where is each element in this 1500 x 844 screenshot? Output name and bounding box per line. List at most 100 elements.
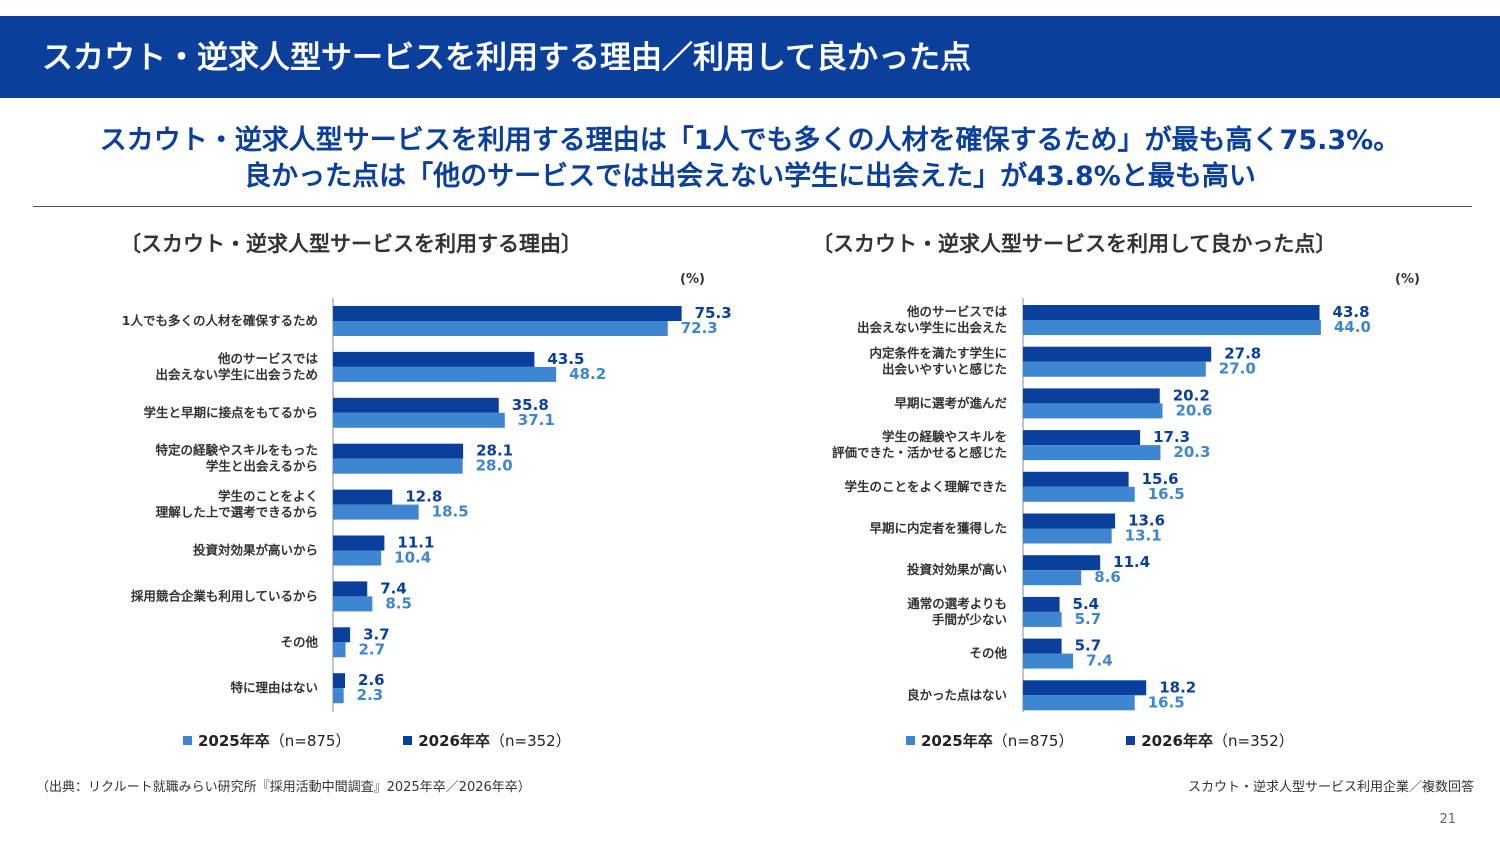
- chart-left-unit: (%): [680, 272, 705, 287]
- category-label: 他のサービスでは出会えない学生に出会えた: [857, 304, 1008, 335]
- data-label-2025: 72.3: [681, 319, 718, 337]
- data-label-2026: 3.7: [363, 625, 390, 643]
- legend-label-2025: 2025年卒: [198, 732, 270, 750]
- bar-2026: [1023, 513, 1116, 529]
- data-label-2026: 75.3: [695, 304, 732, 322]
- chart-left: 75.372.3 1人でも多くの人材を確保するため 43.548.2 他のサービスでは…: [122, 298, 732, 712]
- bar-2026: [333, 535, 385, 551]
- bar-2025: [333, 366, 557, 382]
- data-label-2025: 10.4: [394, 549, 431, 567]
- data-label-2025: 13.1: [1125, 527, 1162, 545]
- bar-2026: [333, 306, 682, 321]
- category-label: 特に理由はない: [230, 680, 318, 695]
- bar-2026: [1023, 680, 1147, 696]
- category-label: 特定の経験やスキルをもった学生と出会えるから: [155, 443, 318, 474]
- category-label: 投資対効果が高いから: [193, 543, 318, 558]
- data-label-2026: 27.8: [1224, 345, 1261, 363]
- data-label-2025: 20.3: [1173, 443, 1210, 461]
- data-label-2026: 20.2: [1173, 386, 1210, 404]
- data-label-2025: 5.7: [1075, 610, 1102, 628]
- legend-swatch-2025: [906, 736, 915, 745]
- bar-2025: [333, 412, 505, 428]
- legend-label-2026: 2026年卒: [1141, 732, 1213, 750]
- data-label-2026: 43.5: [547, 350, 584, 368]
- bar-2026: [1023, 471, 1129, 487]
- data-label-2025: 48.2: [569, 365, 606, 383]
- source-note: （出典：リクルート就職みらい研究所『採用活動中間調査』2025年卒／2026年卒…: [36, 780, 531, 795]
- data-label-2026: 5.7: [1075, 637, 1102, 655]
- category-label: 学生と早期に接点をもてるから: [143, 405, 318, 420]
- bar-2026: [333, 673, 346, 689]
- data-label-2025: 8.5: [385, 594, 412, 612]
- bar-2025: [1023, 403, 1163, 419]
- bar-2025: [1023, 320, 1321, 335]
- data-label-2026: 5.4: [1073, 595, 1100, 613]
- bar-2026: [333, 397, 499, 413]
- category-label: 早期に内定者を獲得した: [869, 521, 1007, 536]
- category-label: 1人でも多くの人材を確保するため: [122, 313, 318, 328]
- bar-2026: [333, 489, 393, 505]
- category-label: 早期に選考が進んだ: [894, 395, 1007, 410]
- bar-2026: [333, 581, 368, 597]
- data-label-2025: 16.5: [1148, 693, 1185, 711]
- legend-n-2025: （n=875）: [992, 732, 1074, 750]
- bar-2026: [1023, 346, 1212, 362]
- chart-right-title: 〔スカウト・逆求人型サービスを利用して良かった点〕: [812, 232, 1337, 256]
- legend-item-2026: 2026年卒（n=352）: [1126, 732, 1294, 750]
- bar-2025: [1023, 611, 1062, 627]
- data-label-2025: 2.3: [357, 686, 384, 704]
- data-label-2026: 7.4: [380, 579, 407, 597]
- chart-right: 43.844.0 他のサービスでは出会えない学生に出会えた 27.827.0 内定条件…: [832, 298, 1371, 712]
- bar-2025: [333, 688, 344, 704]
- bar-2025: [333, 642, 346, 658]
- data-label-2026: 15.6: [1142, 470, 1179, 488]
- category-label: 学生のことをよく理解した上で選考できるから: [156, 489, 318, 520]
- data-label-2025: 27.0: [1219, 360, 1256, 378]
- category-label: 学生の経験やスキルを評価できた・活かせると感じた: [832, 429, 1007, 460]
- data-label-2026: 11.1: [397, 534, 434, 552]
- category-label: 採用競合企業も利用しているから: [131, 588, 318, 603]
- bar-2026: [1023, 305, 1320, 320]
- headline-line-2: 良かった点は「他のサービスでは出会えない学生に出会えた」が43.8%と最も高い: [244, 161, 1256, 192]
- legend-label-2025: 2025年卒: [921, 732, 993, 750]
- bar-2025: [1023, 528, 1112, 544]
- bar-2026: [333, 627, 351, 643]
- data-label-2025: 8.6: [1094, 568, 1121, 586]
- header-bar: スカウト・逆求人型サービスを利用する理由／利用して良かった点: [0, 16, 1500, 98]
- bar-2026: [1023, 596, 1060, 612]
- category-label: その他: [280, 634, 318, 649]
- bar-2025: [333, 596, 373, 612]
- data-label-2025: 44.0: [1334, 318, 1371, 336]
- legend-n-2026: （n=352）: [1213, 732, 1294, 750]
- category-label: その他: [969, 646, 1007, 661]
- data-label-2025: 28.0: [476, 457, 513, 475]
- category-label: 投資対効果が高い: [907, 562, 1007, 577]
- divider: [33, 206, 1472, 207]
- legend-swatch-2025: [183, 736, 192, 745]
- category-label: 通常の選考よりも手間が少ない: [907, 596, 1007, 627]
- bar-2026: [1023, 430, 1141, 446]
- category-label: 他のサービスでは出会えない学生に出会うため: [155, 351, 318, 382]
- bar-2025: [1023, 445, 1161, 461]
- data-label-2026: 12.8: [405, 488, 442, 506]
- headline-line-1: スカウト・逆求人型サービスを利用する理由は「1人でも多くの人材を確保するため」が…: [99, 125, 1401, 156]
- data-label-2026: 43.8: [1333, 303, 1370, 321]
- bar-2025: [1023, 486, 1135, 502]
- page-number: 21: [1439, 812, 1456, 827]
- data-label-2025: 7.4: [1086, 652, 1113, 670]
- sample-note: スカウト・逆求人型サービス利用企業／複数回答: [1187, 780, 1474, 795]
- data-label-2026: 11.4: [1113, 553, 1150, 571]
- legend-n-2025: （n=875）: [269, 732, 351, 750]
- legend-swatch-2026: [1126, 736, 1136, 745]
- chart-left-title: 〔スカウト・逆求人型サービスを利用する理由〕: [120, 232, 582, 256]
- bar-2025: [1023, 570, 1082, 586]
- bar-2025: [333, 504, 419, 520]
- data-label-2026: 13.6: [1128, 512, 1165, 530]
- legend-item-2026: 2026年卒（n=352）: [403, 732, 571, 750]
- data-label-2025: 18.5: [432, 503, 469, 521]
- category-label: 学生のことをよく理解できた: [844, 479, 1007, 494]
- data-label-2026: 2.6: [358, 671, 385, 689]
- data-label-2025: 16.5: [1148, 485, 1185, 503]
- legend-item-2025: 2025年卒（n=875）: [906, 732, 1073, 750]
